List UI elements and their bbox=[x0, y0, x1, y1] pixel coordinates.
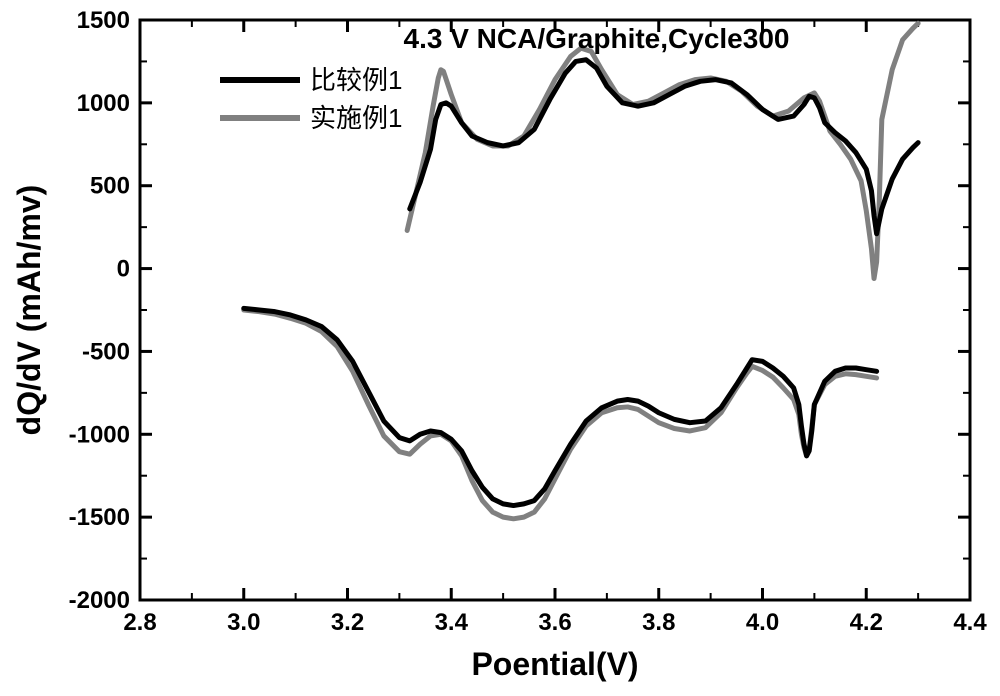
legend-label: 比较例1 bbox=[310, 65, 402, 95]
xtick-label: 3.0 bbox=[227, 609, 260, 636]
xtick-label: 3.4 bbox=[435, 609, 469, 636]
series-实施例1-seg0 bbox=[407, 23, 918, 278]
ytick-label: 1000 bbox=[77, 90, 130, 117]
ytick-label: -2000 bbox=[69, 587, 130, 614]
ytick-label: -1500 bbox=[69, 504, 130, 531]
ytick-label: -1000 bbox=[69, 421, 130, 448]
xtick-label: 3.2 bbox=[331, 609, 364, 636]
ytick-label: 1500 bbox=[77, 7, 130, 34]
series-比较例1-seg1 bbox=[244, 308, 877, 505]
ytick-label: -500 bbox=[82, 338, 130, 365]
xtick-label: 4.0 bbox=[746, 609, 779, 636]
legend-label: 实施例1 bbox=[310, 103, 402, 133]
xtick-label: 3.6 bbox=[538, 609, 571, 636]
xtick-label: 3.8 bbox=[642, 609, 675, 636]
ytick-label: 0 bbox=[117, 256, 130, 283]
xtick-label: 4.2 bbox=[850, 609, 883, 636]
xtick-label: 4.4 bbox=[953, 609, 987, 636]
y-axis-label: dQ/dV (mAh/mv) bbox=[11, 185, 47, 436]
chart-title: 4.3 V NCA/Graphite,Cycle300 bbox=[404, 23, 790, 54]
x-axis-label: Poential(V) bbox=[471, 646, 638, 682]
ytick-label: 500 bbox=[90, 173, 130, 200]
chart-container: 2.83.03.23.43.63.84.04.24.4-2000-1500-10… bbox=[0, 0, 1000, 696]
